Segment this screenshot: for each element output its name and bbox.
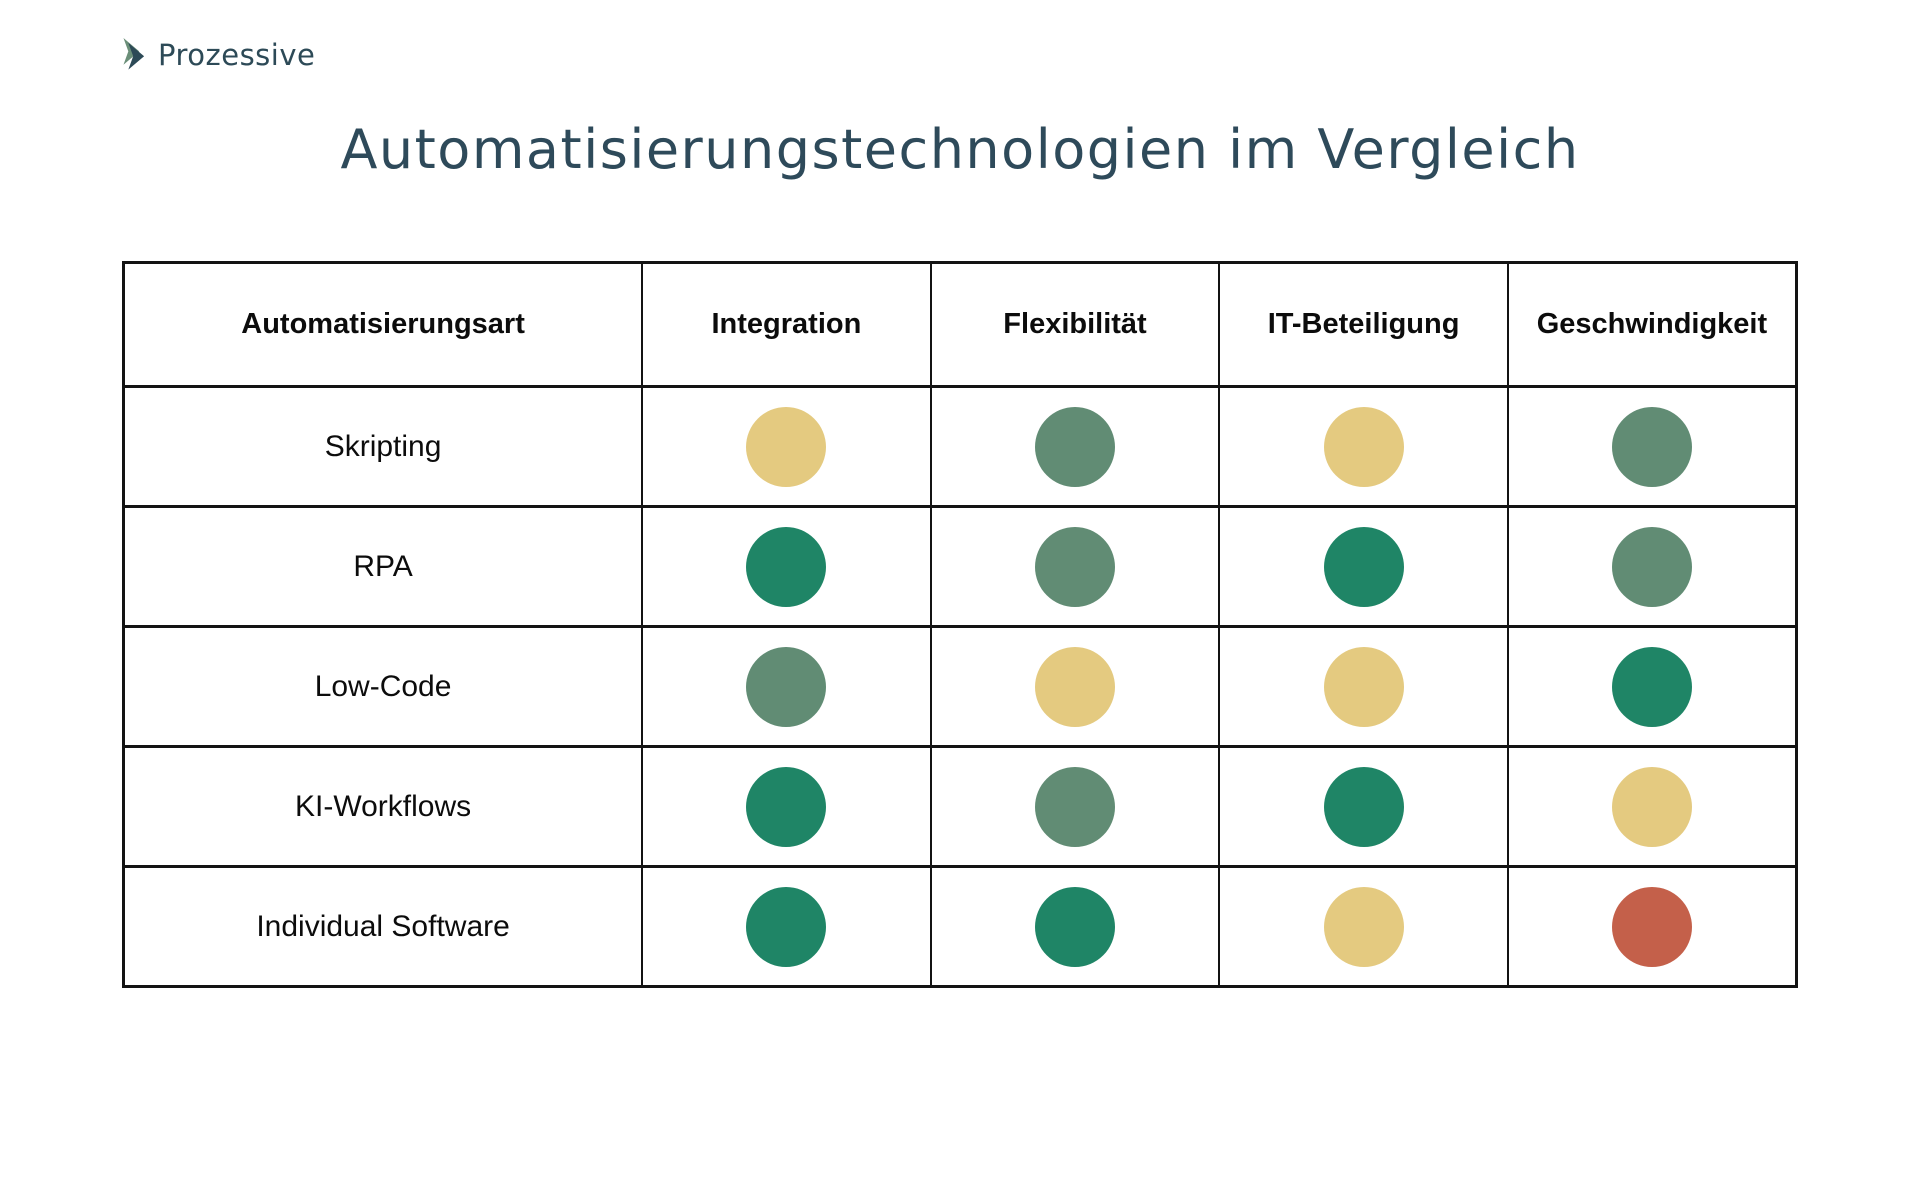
rating-cell — [929, 505, 1221, 628]
rating-cell — [929, 745, 1221, 868]
row-label: KI-Workflows — [122, 745, 644, 868]
rating-cell — [641, 505, 932, 628]
rating-cell — [929, 865, 1221, 988]
rating-cell — [1506, 745, 1798, 868]
rating-cell — [1218, 505, 1509, 628]
rating-dot-medium — [1611, 406, 1692, 487]
rating-dot-poor — [1611, 886, 1692, 967]
double-chevron-right-icon — [120, 38, 150, 72]
table-row: Low-Code — [122, 625, 1798, 748]
rating-cell — [929, 625, 1221, 748]
rating-dot-fair — [1323, 406, 1404, 487]
rating-dot-good — [1611, 646, 1692, 727]
rating-dot-good — [1323, 766, 1404, 847]
table-row: RPA — [122, 505, 1798, 628]
rating-cell — [1218, 745, 1509, 868]
row-label: Skripting — [122, 385, 644, 508]
table-row: Skripting — [122, 385, 1798, 508]
rating-dot-fair — [1035, 646, 1115, 727]
rating-cell — [641, 625, 932, 748]
column-header-it-beteiligung: IT-Beteiligung — [1218, 261, 1509, 388]
logo-wordmark: Prozessive — [158, 38, 316, 72]
rating-dot-fair — [1611, 766, 1692, 847]
rating-cell — [1218, 865, 1509, 988]
rating-dot-fair — [1323, 646, 1404, 727]
rating-cell — [1506, 625, 1798, 748]
rating-dot-fair — [746, 406, 827, 487]
rating-dot-medium — [746, 646, 827, 727]
rating-cell — [929, 385, 1221, 508]
rating-cell — [1506, 385, 1798, 508]
row-label: RPA — [122, 505, 644, 628]
row-label: Low-Code — [122, 625, 644, 748]
comparison-table: Automatisierungsart Integration Flexibilit… — [122, 261, 1798, 988]
column-header-flexibilit-t: Flexibilität — [929, 261, 1221, 388]
rating-dot-good — [1323, 526, 1404, 607]
rating-dot-medium — [1611, 526, 1692, 607]
rating-dot-good — [746, 766, 827, 847]
rating-dot-medium — [1035, 766, 1115, 847]
rating-cell — [641, 385, 932, 508]
table-body: Skripting RPA Low-Code KI-Workflows Individu… — [122, 385, 1798, 988]
rating-cell — [641, 745, 932, 868]
rating-dot-medium — [1035, 406, 1115, 487]
comparison-table-container: Automatisierungsart Integration Flexibilit… — [122, 261, 1798, 988]
rating-dot-good — [746, 886, 827, 967]
column-header-automatisierungsart: Automatisierungsart — [122, 261, 644, 388]
row-label: Individual Software — [122, 865, 644, 988]
rating-cell — [1506, 865, 1798, 988]
rating-cell — [1218, 625, 1509, 748]
column-header-geschwindigkeit: Geschwindigkeit — [1506, 261, 1798, 388]
rating-dot-fair — [1323, 886, 1404, 967]
table-row: Individual Software — [122, 865, 1798, 988]
table-header-row: Automatisierungsart Integration Flexibilit… — [122, 261, 1798, 388]
table-row: KI-Workflows — [122, 745, 1798, 868]
column-header-integration: Integration — [641, 261, 932, 388]
rating-dot-medium — [1035, 526, 1115, 607]
logo: Prozessive — [120, 38, 315, 72]
rating-cell — [1218, 385, 1509, 508]
page-title: Automatisierungstechnologien im Vergleic… — [340, 118, 1580, 181]
rating-dot-good — [1035, 886, 1115, 967]
rating-dot-good — [746, 526, 827, 607]
rating-cell — [1506, 505, 1798, 628]
rating-cell — [641, 865, 932, 988]
